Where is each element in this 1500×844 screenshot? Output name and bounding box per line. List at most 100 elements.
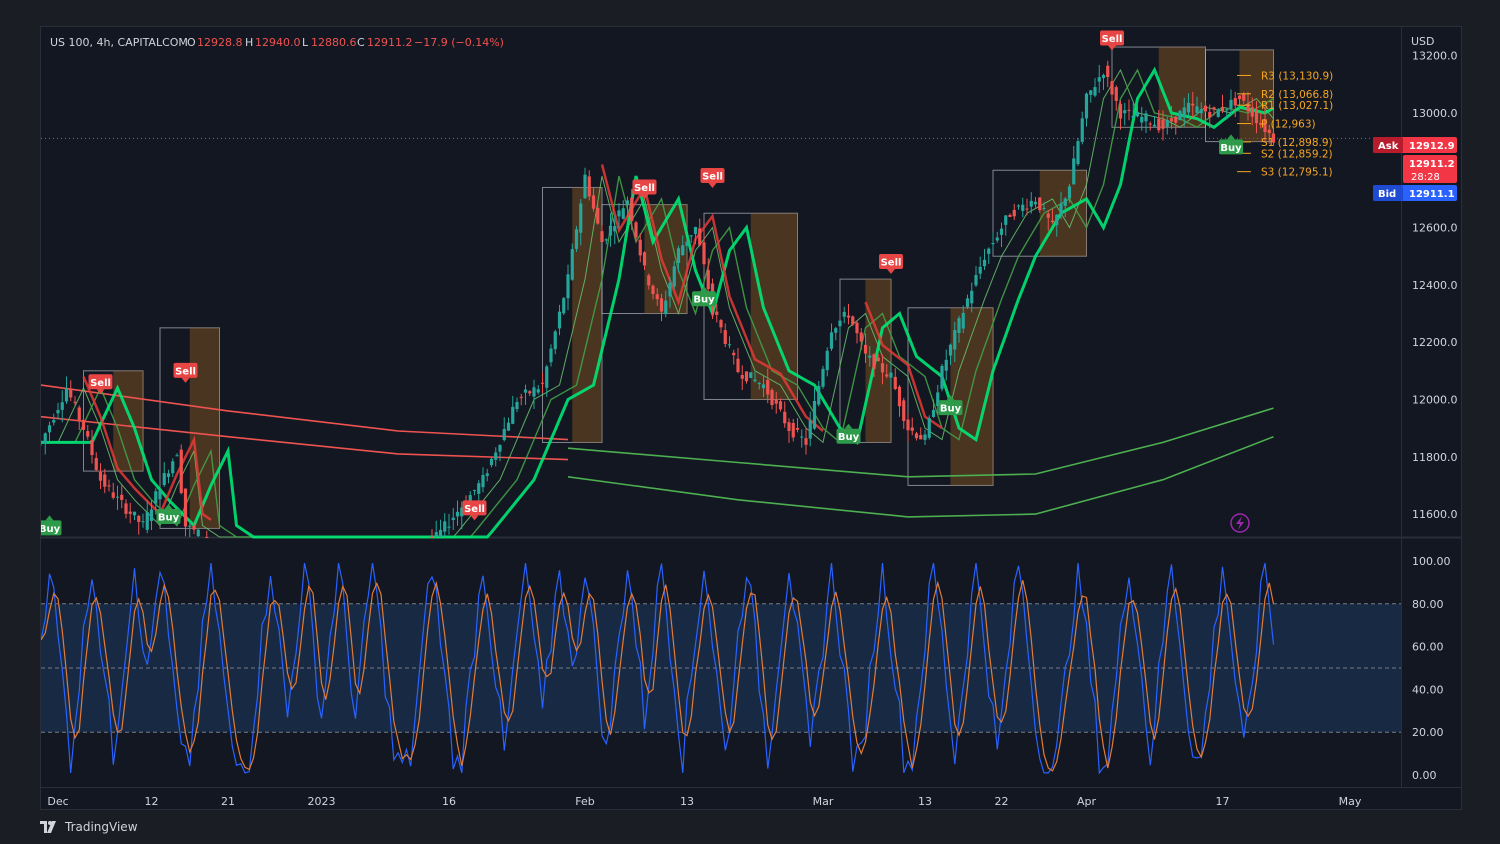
signal-pointer xyxy=(946,395,955,401)
signal-label: Sell xyxy=(1102,34,1123,45)
candle-body xyxy=(906,419,910,431)
candle-body xyxy=(1246,103,1250,112)
bid-quote: Bid 12911.1 xyxy=(1373,185,1457,201)
candle-body xyxy=(846,315,851,318)
candle-body xyxy=(1004,215,1008,225)
candle-body xyxy=(1242,93,1246,101)
symbol-title[interactable]: US 100, 4h, CAPITALCOM xyxy=(50,36,188,49)
candle-body xyxy=(69,388,73,398)
time-tick-label: 17 xyxy=(1216,795,1230,808)
candles xyxy=(39,60,1276,538)
candle-body xyxy=(978,266,982,274)
stoch-d-line xyxy=(40,580,1275,772)
candle-body xyxy=(778,401,783,410)
tradingview-logo-icon xyxy=(40,821,56,833)
signal-pointer xyxy=(640,194,649,200)
candle-body xyxy=(1084,93,1089,119)
candle-body xyxy=(876,357,880,361)
candle-body xyxy=(158,490,162,500)
candle-body xyxy=(455,511,460,517)
candle-body xyxy=(757,383,761,385)
candle-body xyxy=(668,282,672,297)
candle-body xyxy=(205,537,209,538)
candle-body xyxy=(1059,203,1063,215)
time-tick-label: 22 xyxy=(995,795,1009,808)
open-value: 12928.8 xyxy=(197,36,243,49)
ribbon-down-line xyxy=(600,164,824,432)
candle-body xyxy=(961,312,965,329)
candle-body xyxy=(438,529,443,537)
signal-pointer xyxy=(887,268,895,274)
lightning-icon[interactable] xyxy=(1230,513,1250,533)
candle-body xyxy=(1191,103,1195,106)
candle-body xyxy=(1123,110,1127,114)
candle-body xyxy=(919,435,923,440)
pivot-label: R1 (13,027.1) xyxy=(1261,100,1333,112)
bid-value: 12911.1 xyxy=(1409,189,1455,200)
sell-signal: Sell xyxy=(462,500,487,521)
range-box-shade xyxy=(189,327,220,529)
stoch-tick-label: 100.00 xyxy=(1412,555,1451,568)
candle-body xyxy=(770,389,774,406)
candle-body xyxy=(791,422,795,438)
candle-body xyxy=(179,449,183,494)
candle-body xyxy=(511,406,515,424)
signal-pointer xyxy=(96,389,105,395)
candle-body xyxy=(481,475,485,488)
signal-label: Sell xyxy=(702,171,723,182)
candle-body xyxy=(1174,116,1178,123)
candle-body xyxy=(154,491,158,504)
candle-body xyxy=(970,290,974,304)
signal-pointer xyxy=(700,286,708,292)
candle-body xyxy=(1165,119,1169,127)
candle-body xyxy=(736,358,740,373)
candle-body xyxy=(1029,200,1033,207)
axes: 11600.0 11800.0 12000.0 12200.0 12400.0 12600… xyxy=(47,50,1457,808)
candle-body xyxy=(1089,90,1093,95)
bid-label: Bid xyxy=(1378,189,1396,200)
candle-body xyxy=(1182,107,1186,118)
candle-body xyxy=(872,354,876,369)
candle-body xyxy=(1016,205,1021,207)
candle-body xyxy=(868,355,872,358)
candle-body xyxy=(171,461,175,474)
candle-body xyxy=(617,210,621,217)
signal-label: Buy xyxy=(693,295,715,306)
pivot-label: P (12,963) xyxy=(1261,119,1316,131)
candle-body xyxy=(196,529,200,537)
ribbon-line xyxy=(41,68,1274,538)
pivot-label: R3 (13,130.9) xyxy=(1261,70,1333,82)
candle-body xyxy=(1033,201,1038,205)
candle-body xyxy=(1208,111,1212,118)
signal-pointer xyxy=(1108,45,1116,51)
candle-body xyxy=(587,176,591,197)
signal-badge xyxy=(1219,139,1243,155)
pivot-levels: R3 (13,130.9) R2 (13,066.8)R1 (13,027.1) P… xyxy=(1237,70,1333,179)
brand[interactable]: TradingView xyxy=(40,818,138,836)
candle-body xyxy=(1135,111,1140,117)
signal-label: Sell xyxy=(464,504,485,515)
candle-body xyxy=(98,471,103,481)
pivot-label: S1 (12,898.9) xyxy=(1261,137,1333,149)
candle-body xyxy=(638,239,642,256)
range-box-shade xyxy=(750,213,798,400)
candle-body xyxy=(60,402,64,410)
candle-body xyxy=(600,231,604,243)
candle-body xyxy=(1025,208,1029,210)
candle-body xyxy=(885,374,889,377)
candle-body xyxy=(540,382,545,384)
candle-body xyxy=(744,371,749,382)
stochastic-pane[interactable]: 0.00 20.00 40.00 60.00 80.00 100.00 xyxy=(40,555,1451,782)
last-price-value: 12911.2 xyxy=(1409,159,1455,170)
candle-body xyxy=(183,488,188,527)
pivot-label: S2 (12,859.2) xyxy=(1261,148,1333,160)
candle-body xyxy=(987,248,991,254)
chart-frame: R3 (13,130.9) R2 (13,066.8) R1 (13,027.1) P… xyxy=(37,26,1462,810)
chart-canvas[interactable]: R3 (13,130.9) R2 (13,066.8)R1 (13,027.1) P… xyxy=(37,27,1461,809)
buy-signal: Buy xyxy=(1219,134,1243,155)
candle-body xyxy=(132,511,137,516)
range-box xyxy=(992,169,1087,257)
candle-body xyxy=(825,350,829,371)
candle-body xyxy=(86,431,90,437)
price-tick-label: 13000.0 xyxy=(1412,107,1458,120)
